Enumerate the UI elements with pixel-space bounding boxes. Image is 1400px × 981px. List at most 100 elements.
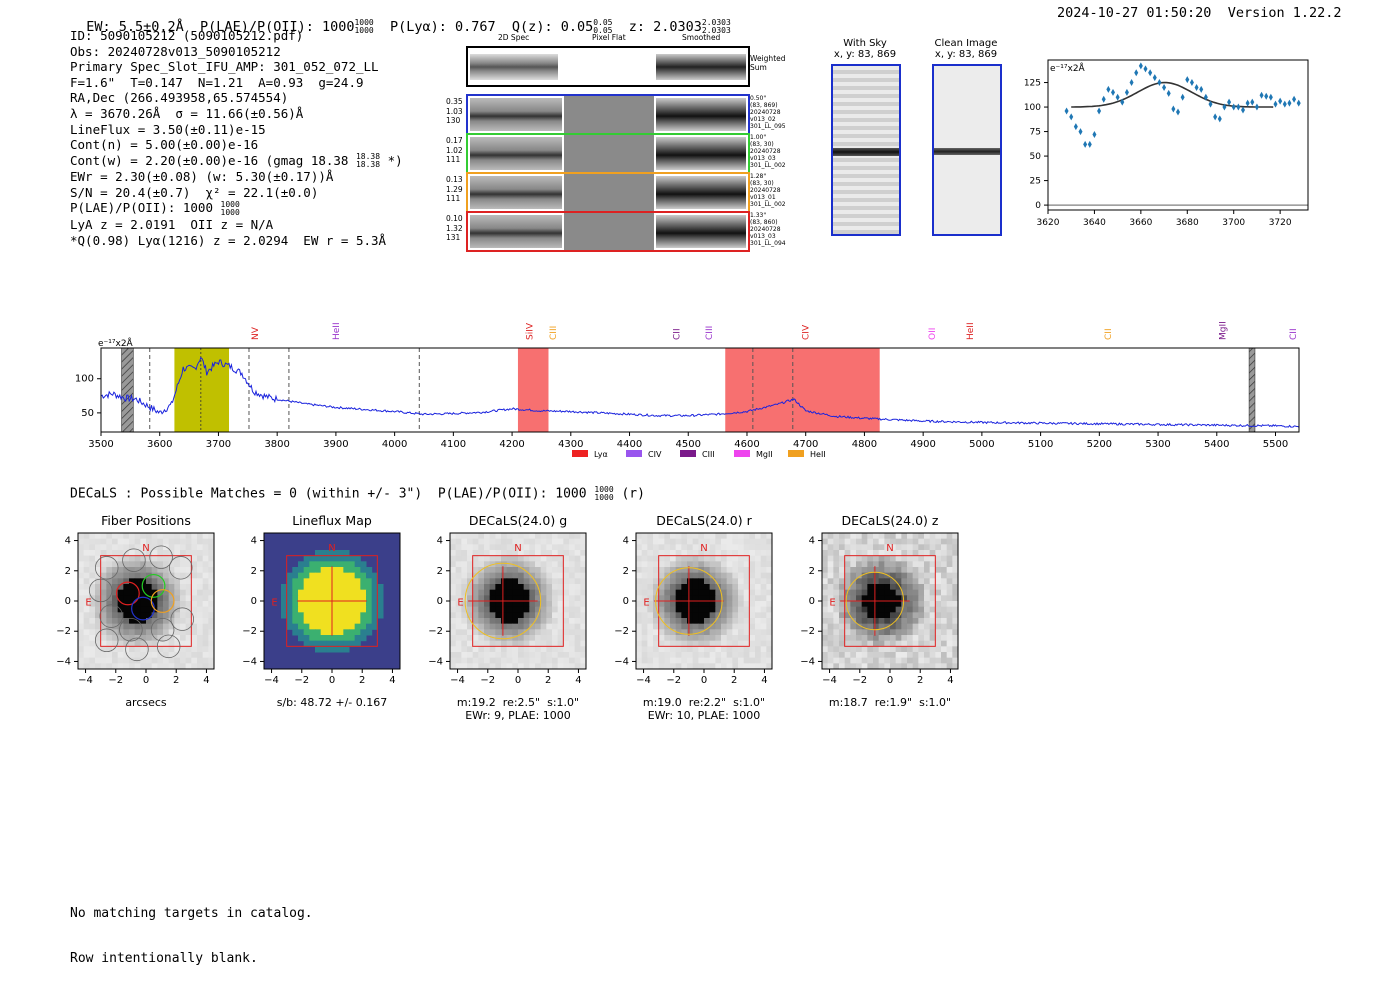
cutout-pixel: [484, 629, 491, 636]
cutout-pixel: [512, 589, 519, 596]
cutout-pixel: [861, 663, 868, 670]
cutout-pixel: [112, 584, 119, 591]
cutout-pixel: [687, 640, 694, 647]
cutout-pixel: [884, 652, 891, 659]
flux-pixel: [326, 550, 333, 557]
cutout-pixel: [202, 533, 209, 540]
cutout-pixel: [529, 618, 536, 625]
cutout-pixel: [760, 657, 767, 664]
cutout-pixel: [563, 663, 570, 670]
spectrum-dashed-lines: [149, 348, 794, 432]
cutout-pixel: [721, 646, 728, 653]
cutout-pixel: [918, 623, 925, 630]
cutout-pixel: [484, 589, 491, 596]
cutout-pixel: [157, 657, 164, 664]
cutout-pixel: [952, 623, 959, 630]
cutout-pixel: [856, 567, 863, 574]
flux-pixel: [354, 578, 361, 585]
cutout-pixel: [518, 561, 525, 568]
cutout-pixel: [755, 601, 762, 608]
cutout-pixel: [641, 640, 648, 647]
cutout-pixel: [895, 544, 902, 551]
cutout-pixel: [641, 601, 648, 608]
cutout-pixel: [83, 595, 90, 602]
cutout-pixel: [117, 533, 124, 540]
cutout-pixel: [929, 589, 936, 596]
flux-pixel: [326, 561, 333, 568]
cutout-pixel: [529, 612, 536, 619]
cutout-pixel: [180, 567, 187, 574]
cutout-pixel: [822, 550, 829, 557]
cutout-pixel: [884, 663, 891, 670]
cutout-pixel: [952, 538, 959, 545]
cutout-pixel: [140, 635, 147, 642]
cutout-pixel: [208, 555, 215, 562]
cutout-pixel: [918, 646, 925, 653]
cutout-ytick-label: −2: [242, 626, 257, 637]
cutout-pixel: [185, 652, 192, 659]
cutout-pixel: [726, 663, 733, 670]
cutout-pixel: [461, 589, 468, 596]
weighted-2dspec: [470, 54, 558, 80]
flux-pixel: [349, 623, 356, 630]
cutout-pixel: [884, 629, 891, 636]
cutout-pixel: [557, 550, 564, 557]
cutout-pixel: [174, 663, 181, 670]
cutout-pixel: [461, 623, 468, 630]
cutout-pixel: [208, 612, 215, 619]
cutout-pixel: [641, 572, 648, 579]
spectrum-xtick-label: 4300: [558, 439, 583, 450]
cutout-pixel: [721, 629, 728, 636]
cutout-pixel: [100, 618, 107, 625]
xtick-label: 3620: [1037, 218, 1060, 228]
cutout-pixel: [546, 561, 553, 568]
cutout-pixel: [681, 640, 688, 647]
cutout-pixel: [100, 538, 107, 545]
cutout-pixel: [512, 544, 519, 551]
fit-data-point: [1166, 89, 1171, 97]
cutout-pixel: [117, 561, 124, 568]
cutout-pixel: [670, 533, 677, 540]
cutout-pixel: [461, 606, 468, 613]
cutout-pixel: [918, 533, 925, 540]
cutout-pixel: [760, 663, 767, 670]
cutout-ytick-label: 4: [251, 536, 257, 547]
flux-pixel: [298, 572, 305, 579]
flux-pixel: [309, 555, 316, 562]
cutout-pixel: [670, 612, 677, 619]
cutout-pixel: [873, 606, 880, 613]
fiber-2dspec: [470, 215, 562, 248]
cutout-pixel: [738, 578, 745, 585]
cutout-pixel: [827, 663, 834, 670]
cutout-pixel: [495, 589, 502, 596]
cutout-pixel: [202, 572, 209, 579]
cutout-pixel: [106, 584, 113, 591]
cutout-pixel: [833, 606, 840, 613]
cutout-pixel: [83, 589, 90, 596]
cutout-pixel: [163, 589, 170, 596]
info-contn: Cont(n) = 5.00(±0.00)e-16: [70, 137, 259, 153]
cutout-pixel: [715, 578, 722, 585]
cutout-pixel: [692, 533, 699, 540]
cutout-pixel: [861, 567, 868, 574]
cutout-pixel: [636, 584, 643, 591]
cutout-pixel: [129, 578, 136, 585]
cutout-pixel: [850, 538, 857, 545]
cutout-pixel: [867, 555, 874, 562]
cutout-pixel: [506, 538, 513, 545]
cutout-pixel: [518, 578, 525, 585]
cutout-pixel: [461, 567, 468, 574]
cutout-pixel: [117, 572, 124, 579]
cutout-pixel: [540, 550, 547, 557]
cutout-pixel: [202, 578, 209, 585]
cutout-pixel: [890, 550, 897, 557]
cutout-pixel: [540, 663, 547, 670]
cutout-pixel: [929, 652, 936, 659]
cutout-pixel: [839, 657, 846, 664]
cutout-pixel: [523, 612, 530, 619]
cutout-pixel: [755, 555, 762, 562]
cutout-pixel: [766, 652, 773, 659]
cutout-pixel: [83, 635, 90, 642]
cutout-pixel: [664, 595, 671, 602]
cutout-pixel: [743, 618, 750, 625]
